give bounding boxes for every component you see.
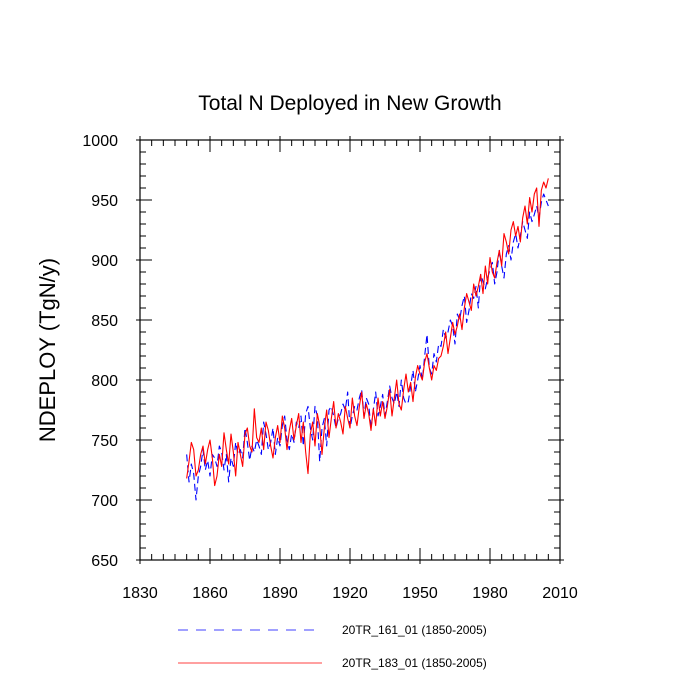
x-tick-label: 1920 (332, 585, 368, 602)
y-tick-label: 800 (91, 373, 118, 390)
x-tick-label: 2010 (542, 585, 578, 602)
y-tick-label: 900 (91, 253, 118, 270)
x-tick-label: 1860 (192, 585, 228, 602)
y-tick-label: 750 (91, 433, 118, 450)
y-tick-label: 950 (91, 193, 118, 210)
chart-title: Total N Deployed in New Growth (198, 92, 501, 115)
y-tick-label: 650 (91, 553, 118, 570)
series-line-1 (186, 193, 549, 501)
legend-label-series-1: 20TR_161_01 (1850-2005) (342, 623, 487, 637)
x-tick-label: 1890 (262, 585, 298, 602)
plot-frame (139, 139, 561, 561)
series-line-2 (186, 178, 549, 487)
y-tick-label: 850 (91, 313, 118, 330)
minor-ticks (140, 140, 560, 560)
legend: 20TR_161_01 (1850-2005) 20TR_183_01 (185… (178, 623, 487, 670)
y-tick-label: 700 (91, 493, 118, 510)
y-tick-label: 1000 (82, 133, 118, 150)
plot-border (139, 139, 561, 561)
legend-label-series-2: 20TR_183_01 (1850-2005) (342, 656, 487, 670)
series-layer (186, 178, 549, 501)
x-tick-label: 1830 (122, 585, 158, 602)
y-axis-label: NDEPLOY (TgN/y) (35, 258, 60, 442)
y-axis-ticks: 650 700 750 800 850 900 950 1000 (82, 133, 564, 570)
x-tick-label: 1980 (472, 585, 508, 602)
x-axis-ticks: 1830 1860 1890 1920 1950 1980 2010 (122, 136, 578, 602)
x-tick-label: 1950 (402, 585, 438, 602)
